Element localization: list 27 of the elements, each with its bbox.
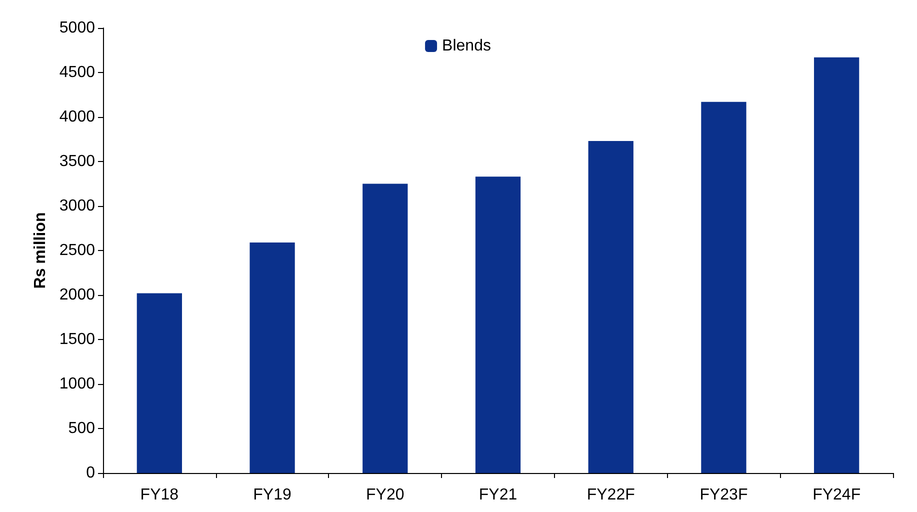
x-tick-label: FY21: [478, 486, 518, 504]
y-tick-label: 2000: [59, 286, 96, 304]
bar: [814, 57, 860, 473]
bar: [136, 293, 182, 473]
x-tick-label: FY24F: [812, 486, 861, 504]
y-tick-label: 0: [86, 464, 96, 482]
x-tick-label: FY22F: [586, 486, 636, 504]
y-tick-label: 500: [68, 420, 96, 437]
y-tick-label: 1500: [59, 331, 96, 348]
bar: [588, 141, 634, 473]
x-tick-label: FY20: [366, 486, 404, 504]
y-tick-label: 3000: [59, 198, 96, 214]
y-tick-label: 4000: [59, 108, 96, 126]
legend-label: Blends: [442, 38, 491, 54]
x-tick-label: FY18: [140, 486, 179, 504]
y-tick-label: 5000: [59, 20, 96, 36]
bar: [475, 176, 521, 473]
x-tick-label: FY23F: [700, 486, 748, 504]
y-tick-label: 1000: [59, 376, 96, 392]
y-tick-label: 2500: [59, 242, 96, 259]
y-tick-label: 4500: [59, 64, 96, 81]
bar: [362, 184, 408, 473]
y-axis-title: Rs million: [32, 212, 50, 289]
bar: [250, 242, 295, 473]
bar: [701, 102, 746, 473]
x-tick-label: FY19: [253, 486, 292, 504]
y-tick-label: 3500: [59, 153, 96, 170]
